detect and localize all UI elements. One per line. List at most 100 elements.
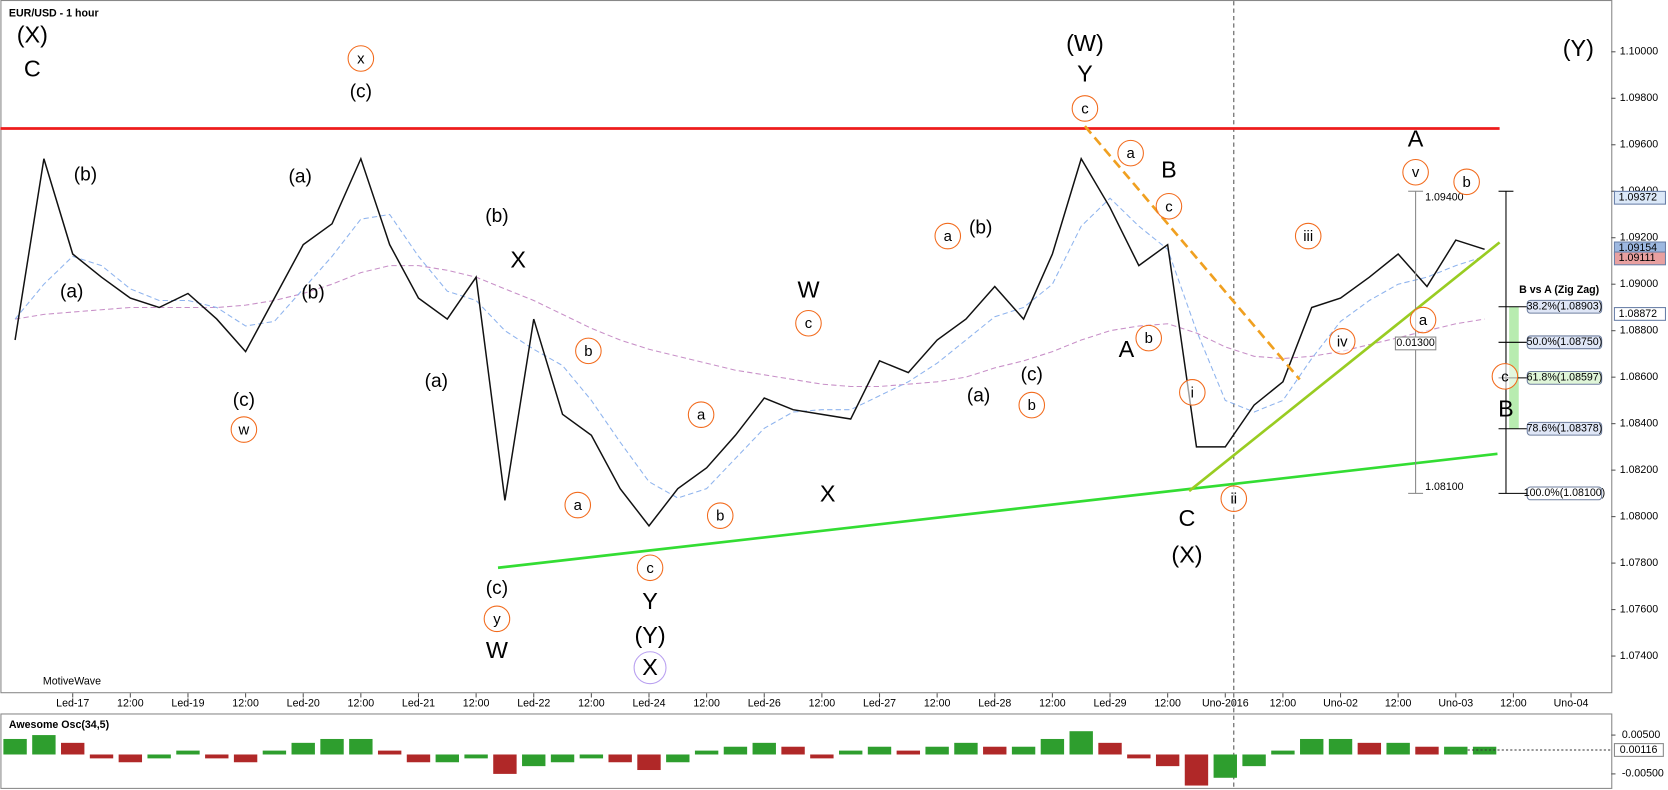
label-circle	[1294, 222, 1322, 250]
osc-bar	[1184, 754, 1209, 786]
osc-bar	[550, 754, 575, 763]
x-tick-label: 12:00	[1385, 698, 1412, 710]
fib-label-box	[1526, 486, 1603, 501]
osc-bar	[233, 754, 258, 763]
osc-bar	[608, 754, 632, 763]
osc-bar	[118, 754, 143, 763]
label-circle	[230, 416, 258, 443]
fib-title: B vs A (Zig Zag)	[1519, 284, 1600, 296]
wave-label: (W)	[1066, 30, 1104, 56]
osc-bar	[1271, 750, 1295, 755]
y-tick-label: 1.08200	[1620, 464, 1658, 476]
x-tick-label: 12:00	[578, 698, 605, 710]
wave-label: W	[797, 277, 819, 303]
osc-bar	[176, 750, 200, 755]
osc-title: Awesome Osc(34,5)	[9, 719, 110, 731]
y-tick-label: 1.10000	[1620, 46, 1658, 58]
x-tick-label: Led-29	[1093, 698, 1126, 710]
wave-label: a	[574, 498, 583, 514]
wave-label: (Y)	[634, 622, 665, 648]
osc-bar	[1040, 738, 1065, 755]
y-tick-label: 1.07800	[1620, 557, 1658, 569]
osc-bar	[89, 754, 114, 759]
wave-label: (X)	[17, 21, 48, 47]
osc-bar	[377, 750, 402, 755]
wave-label: (b)	[74, 164, 97, 185]
price-marker	[1613, 307, 1666, 321]
wave-label: (Y)	[1563, 35, 1594, 61]
fib-label: 100.0%(1.08100)	[1524, 487, 1606, 499]
label-circle	[1328, 328, 1356, 355]
x-tick-label: 12:00	[1154, 698, 1181, 710]
osc-bar	[493, 754, 517, 774]
x-tick-label: Uno-03	[1438, 698, 1473, 710]
label-circle	[1071, 95, 1099, 122]
wave-label: c	[1081, 101, 1089, 117]
wave-label: v	[1412, 165, 1420, 181]
label-circle	[1491, 363, 1519, 390]
wave-label: (X)	[1171, 541, 1202, 567]
osc-panel	[0, 713, 1613, 789]
y-tick-label: -0.00500	[1622, 768, 1664, 780]
label-circle	[1409, 306, 1437, 334]
osc-bar	[3, 738, 27, 755]
wave-label: Y	[1077, 61, 1093, 87]
osc-bar	[1069, 731, 1093, 755]
price-marker-label: 1.09372	[1619, 192, 1657, 204]
osc-bar	[32, 735, 56, 755]
osc-bar	[1415, 746, 1439, 755]
x-tick-label: 12:00	[1039, 698, 1066, 710]
x-tick-label: Led-22	[517, 698, 550, 710]
osc-bar	[464, 754, 488, 759]
measure-range-label: 0.01300	[1396, 337, 1434, 349]
wave-label: (a)	[289, 167, 312, 188]
x-tick-label: 12:00	[693, 698, 720, 710]
osc-bar	[1098, 742, 1122, 755]
osc-bar	[954, 742, 978, 755]
wave-label: B	[1161, 156, 1177, 182]
moving-average	[14, 265, 1485, 388]
price-marker	[1613, 190, 1666, 205]
fib-label: 61.8%(1.08597)	[1527, 372, 1603, 384]
label-circle	[636, 554, 664, 582]
osc-bar	[694, 750, 719, 755]
osc-bar	[406, 754, 431, 763]
wave-label: c	[805, 316, 813, 332]
fib-label-box	[1526, 370, 1603, 385]
wave-label: ii	[1230, 492, 1237, 508]
osc-bar	[1328, 738, 1353, 755]
chart-title: EUR/USD - 1 hour	[9, 8, 99, 20]
wave-label: iv	[1337, 334, 1348, 350]
wave-label: A	[1119, 336, 1135, 362]
y-tick-label: 1.08400	[1620, 417, 1658, 429]
wave-label: (c)	[233, 390, 255, 411]
label-circle	[1179, 379, 1206, 406]
wave-label: (a)	[60, 281, 83, 302]
wave-label: a	[697, 408, 706, 424]
price-marker-label: 1.08872	[1619, 308, 1657, 320]
wave-label: (c)	[1021, 364, 1043, 385]
wave-label: b	[1145, 331, 1153, 347]
wave-label: (c)	[350, 82, 372, 103]
wave-label: (b)	[969, 218, 992, 239]
x-tick-label: Led-19	[171, 698, 204, 710]
osc-bar	[522, 754, 546, 767]
label-circle	[1135, 324, 1163, 352]
wave-label: A	[1408, 126, 1424, 152]
wave-label: X	[642, 654, 658, 680]
wave-label: X	[820, 481, 836, 507]
wave-label: a	[1419, 313, 1428, 329]
x-tick-label: Led-27	[863, 698, 896, 710]
y-tick-label: 1.09200	[1620, 232, 1658, 244]
wave-label: iii	[1303, 229, 1313, 245]
osc-bar	[349, 738, 373, 755]
x-tick-label: Uno-2016	[1202, 698, 1249, 710]
label-circle	[1220, 485, 1248, 512]
wave-label: b	[584, 344, 592, 360]
trend-line	[497, 452, 1498, 570]
wave-label: (a)	[967, 386, 990, 407]
osc-bar	[1213, 754, 1237, 778]
y-tick-label: 0.00500	[1622, 729, 1660, 741]
wave-label: (c)	[486, 578, 508, 599]
wave-label: b	[1028, 398, 1036, 414]
